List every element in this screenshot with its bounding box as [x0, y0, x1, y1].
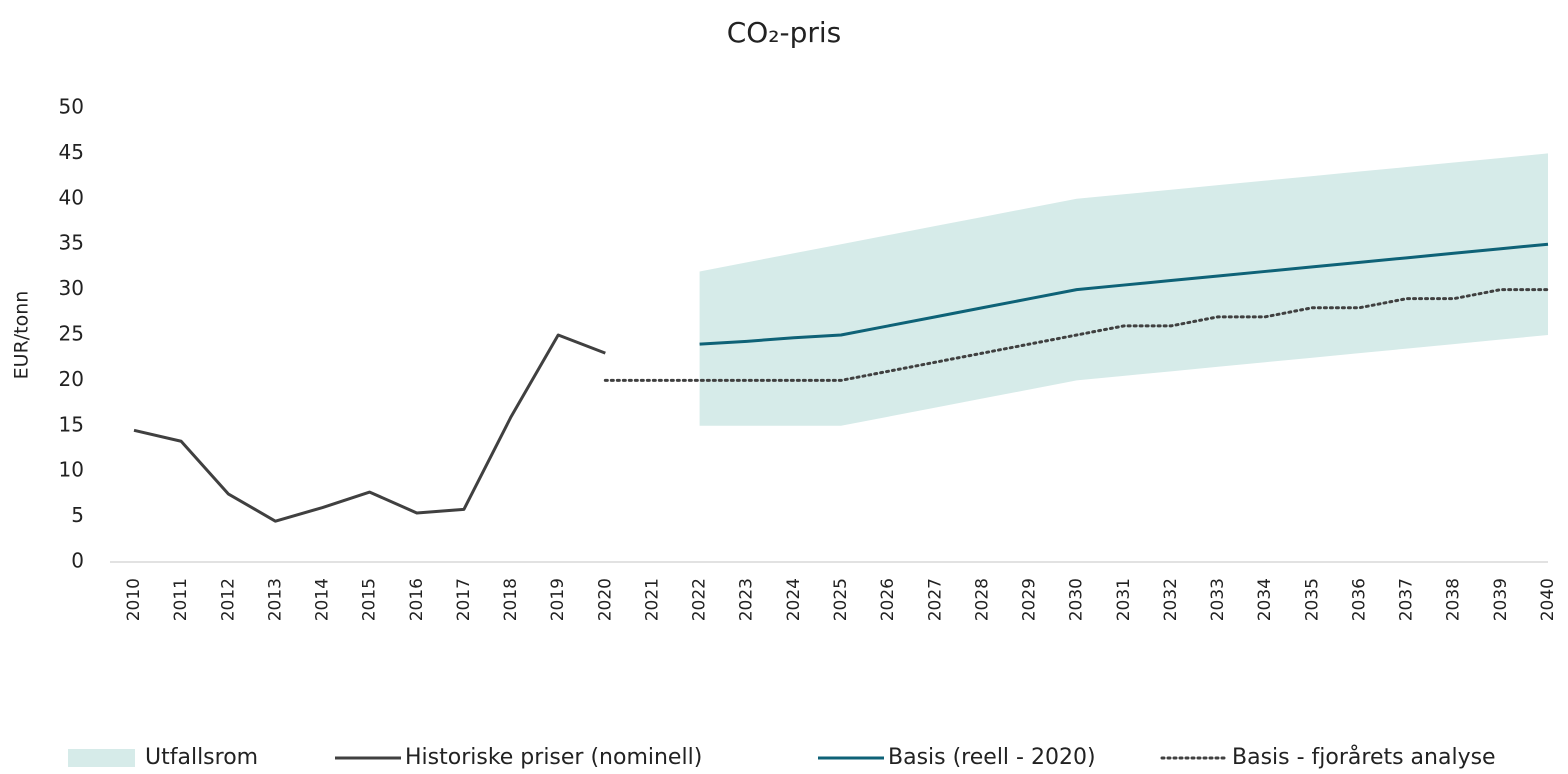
- legend-label: Utfallsrom: [145, 745, 258, 770]
- x-tick-label: 2032: [1161, 578, 1181, 621]
- x-tick-label: 2039: [1491, 578, 1511, 621]
- x-tick-label: 2026: [878, 578, 898, 621]
- x-tick-label: 2025: [831, 578, 851, 621]
- x-tick-label: 2020: [595, 578, 615, 621]
- x-tick-label: 2033: [1208, 578, 1228, 621]
- x-tick-label: 2029: [1020, 578, 1040, 621]
- y-tick-label: 15: [59, 412, 84, 436]
- y-tick-label: 5: [71, 503, 84, 527]
- y-tick-label: 40: [59, 185, 84, 209]
- x-tick-label: 2018: [501, 578, 521, 621]
- x-tick-label: 2012: [218, 578, 238, 621]
- x-tick-label: 2037: [1397, 578, 1417, 621]
- x-tick-label: 2013: [265, 578, 285, 621]
- x-tick-label: 2023: [737, 578, 757, 621]
- legend-label: Basis - fjorårets analyse: [1232, 744, 1496, 770]
- x-tick-label: 2027: [925, 578, 945, 621]
- x-tick-label: 2034: [1255, 578, 1275, 621]
- legend-swatch: [68, 749, 135, 767]
- x-tick-label: 2019: [548, 578, 568, 621]
- x-tick-label: 2024: [784, 578, 804, 621]
- y-tick-label: 20: [59, 367, 84, 391]
- y-tick-label: 30: [59, 276, 84, 300]
- x-tick-label: 2030: [1067, 578, 1087, 621]
- series-line: [603, 288, 1550, 382]
- x-tick-label: 2011: [171, 578, 191, 621]
- x-tick-label: 2022: [690, 578, 710, 621]
- y-tick-label: 10: [59, 458, 84, 482]
- x-tick-label: 2031: [1114, 578, 1134, 621]
- x-tick-label: 2015: [360, 578, 380, 621]
- x-tick-label: 2035: [1302, 578, 1322, 621]
- x-tick-label: 2028: [972, 578, 992, 621]
- y-tick-label: 50: [59, 95, 84, 119]
- x-tick-label: 2038: [1444, 578, 1464, 621]
- x-tick-label: 2010: [124, 578, 144, 621]
- x-tick-label: 2036: [1349, 578, 1369, 621]
- series-line: [133, 333, 606, 523]
- y-tick-label: 35: [59, 231, 84, 255]
- series-line: [699, 242, 1549, 346]
- x-tick-label: 2021: [642, 578, 662, 621]
- range-band: [699, 153, 1548, 426]
- x-tick-label: 2017: [454, 578, 474, 621]
- y-axis-label: EUR/tonn: [11, 291, 33, 380]
- y-tick-label: 0: [71, 549, 84, 573]
- x-tick-label: 2040: [1538, 578, 1558, 621]
- y-tick-label: 45: [59, 140, 84, 164]
- legend-label: Basis (reell - 2020): [888, 745, 1096, 770]
- x-tick-label: 2014: [313, 578, 333, 621]
- legend-label: Historiske priser (nominell): [405, 745, 702, 770]
- chart-title: CO₂-pris: [727, 16, 842, 49]
- y-tick-label: 25: [59, 322, 84, 346]
- x-tick-label: 2016: [407, 578, 427, 621]
